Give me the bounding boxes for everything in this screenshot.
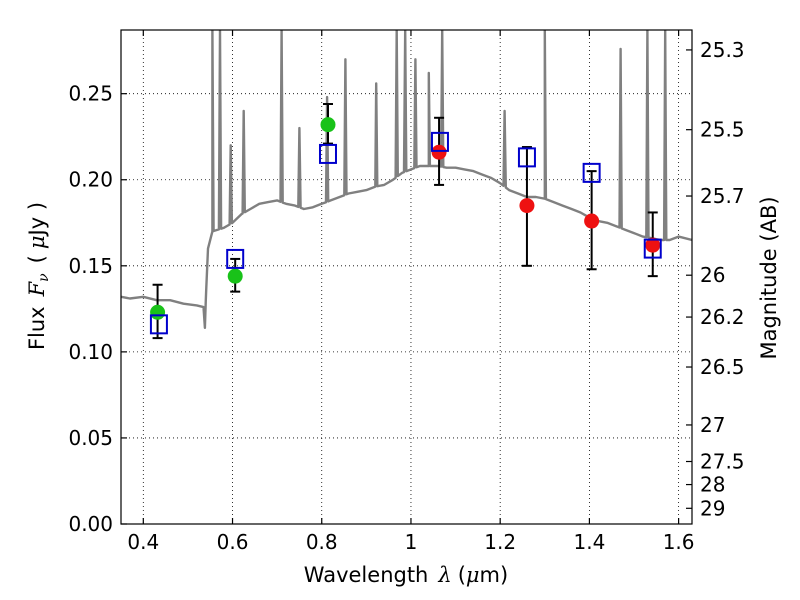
model-box: [226, 248, 245, 269]
y-tick-label: 0.10: [68, 340, 113, 364]
model-box: [318, 143, 337, 164]
x-tick-label: 1: [405, 530, 418, 554]
model-photometry-boxes: [149, 131, 662, 335]
x-tick-label: 0.8: [306, 530, 338, 554]
observed-point-green: [320, 117, 336, 133]
model-box: [582, 162, 601, 183]
y2-tick-label: 27: [700, 413, 725, 437]
model-box: [430, 131, 449, 152]
model-box: [643, 238, 662, 259]
axis-ticks: 0.4 0.6 0.8 1 1.2 1.4 1.6 0.00 0.05 0.10 0.15 0.20 0…: [68, 30, 745, 554]
x-tick-label: 1.4: [573, 530, 605, 554]
y2-tick-label: 28: [700, 473, 725, 497]
observed-point-red: [645, 237, 661, 253]
y-tick-label: 0.15: [68, 254, 113, 278]
y2-tick-label: 25.3: [700, 38, 745, 62]
observed-point-red: [519, 198, 535, 214]
y2-tick-label: 27.5: [700, 450, 745, 474]
x-axis-label: Wavelength λ (μm): [304, 563, 508, 587]
y2-tick-label: 25.7: [700, 184, 745, 208]
y-tick-label: 0.20: [68, 168, 113, 192]
observed-point-green: [227, 268, 243, 284]
observed-point-green: [150, 304, 166, 320]
plot-frame: [120, 29, 693, 525]
y2-tick-label: 26.5: [700, 355, 745, 379]
x-tick-label: 0.6: [217, 530, 249, 554]
y2-tick-label: 26: [700, 263, 725, 287]
y-axis-label: FluxFν(μJy ): [25, 202, 52, 350]
y-tick-label: 0.25: [68, 82, 113, 106]
model-box: [517, 147, 536, 168]
y2-tick-label: 29: [700, 496, 725, 520]
observed-point-red: [584, 213, 600, 229]
y-tick-label: 0.00: [68, 512, 113, 536]
observed-point-red: [431, 144, 447, 160]
y2-tick-label: 26.2: [700, 305, 745, 329]
y-tick-label: 0.05: [68, 426, 113, 450]
x-tick-label: 0.4: [127, 530, 159, 554]
y2-tick-label: 25.5: [700, 118, 745, 142]
x-tick-label: 1.6: [663, 530, 695, 554]
y2-axis-label: Magnitude (AB): [757, 196, 781, 359]
x-tick-label: 1.2: [484, 530, 516, 554]
model-box: [149, 314, 168, 335]
